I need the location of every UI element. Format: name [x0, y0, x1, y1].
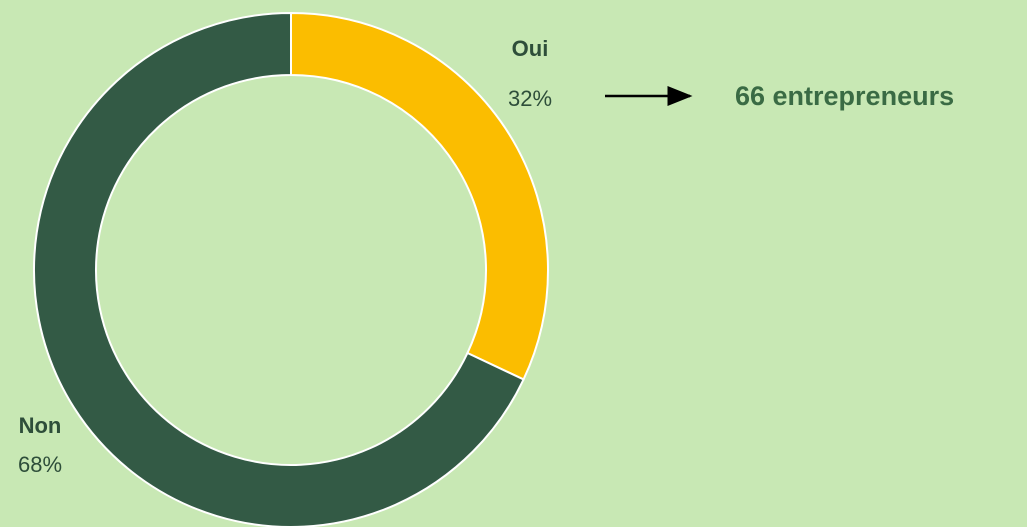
slice-label: Oui — [512, 36, 549, 61]
slice-label: Non — [19, 413, 62, 438]
slice-value-label: 68% — [18, 452, 62, 477]
pie-slice — [290, 11, 549, 381]
slice-value-label: 32% — [508, 86, 552, 111]
pie-slice — [33, 11, 525, 527]
annotation: 66 entrepreneurs — [735, 81, 954, 111]
